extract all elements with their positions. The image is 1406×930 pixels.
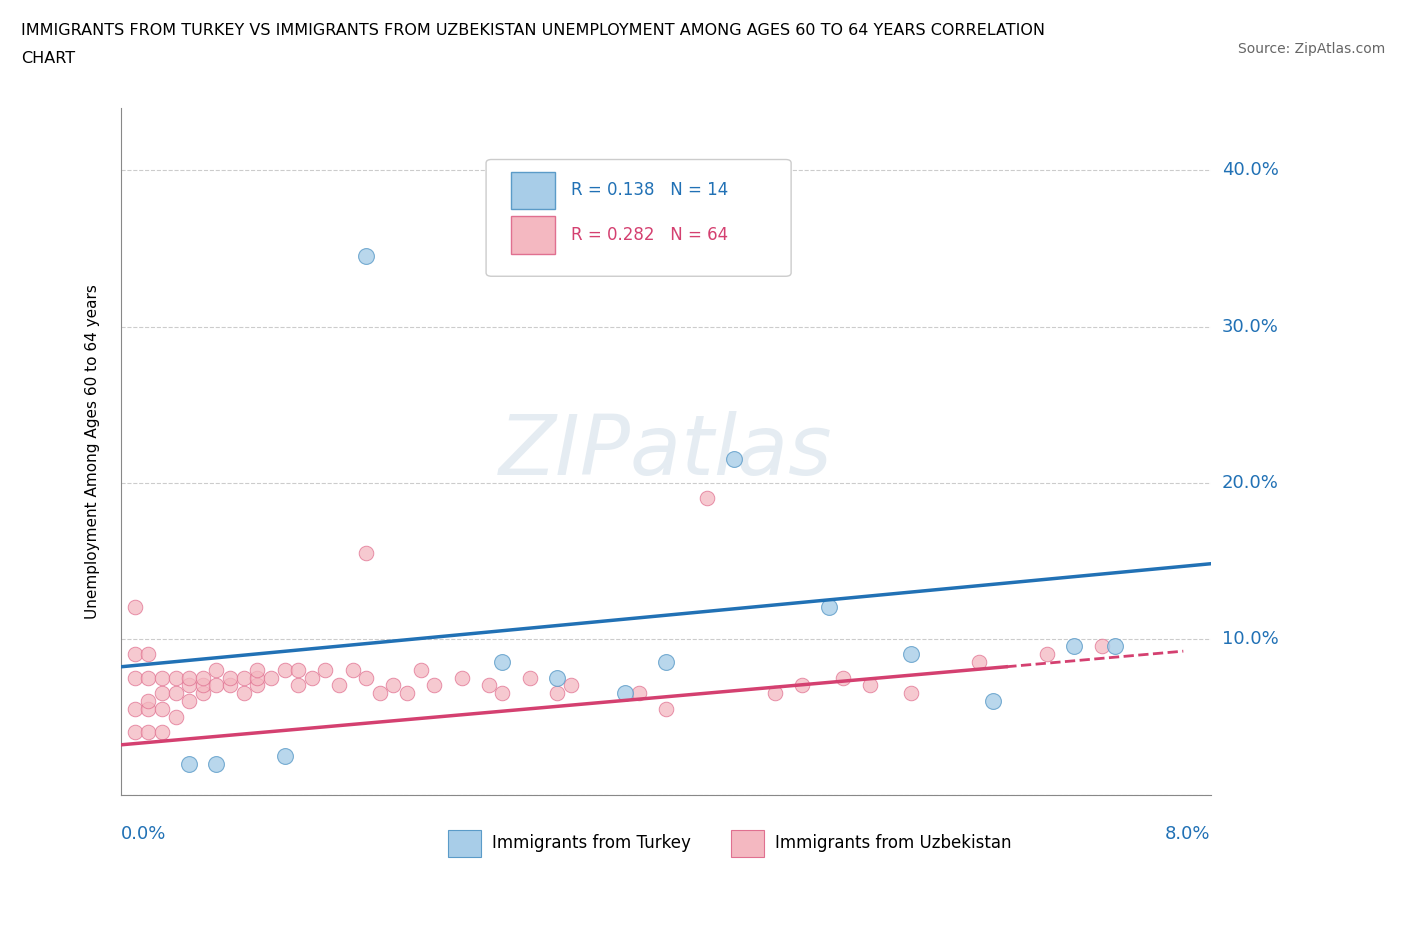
Point [124,701,146,716]
Point [165,685,187,700]
Point [150,724,173,739]
Point [124,724,146,739]
Text: ZIPatlas: ZIPatlas [499,411,832,492]
Point [138,647,160,662]
Point [124,647,146,662]
Point [124,600,146,615]
Point [301,671,323,685]
Point [1090,639,1112,654]
Point [138,724,160,739]
FancyBboxPatch shape [449,830,481,857]
Point [831,671,853,685]
Point [354,671,377,685]
Point [138,694,160,709]
FancyBboxPatch shape [731,830,763,857]
Text: Immigrants from Uzbekistan: Immigrants from Uzbekistan [775,834,1011,852]
Point [614,685,637,700]
Point [219,671,242,685]
Point [354,545,377,560]
Point [396,685,419,700]
Point [859,678,882,693]
Text: R = 0.282   N = 64: R = 0.282 N = 64 [571,226,728,244]
Point [627,685,650,700]
FancyBboxPatch shape [486,160,792,276]
Point [423,678,446,693]
Point [382,678,405,693]
Point [205,678,228,693]
Text: CHART: CHART [21,51,75,66]
Point [981,694,1004,709]
Point [450,671,472,685]
Point [723,452,745,467]
Point [967,655,990,670]
Point [342,662,364,677]
FancyBboxPatch shape [512,216,555,254]
Point [655,701,678,716]
Text: R = 0.138   N = 14: R = 0.138 N = 14 [571,181,728,199]
Text: 8.0%: 8.0% [1166,825,1211,844]
Point [165,671,187,685]
Point [900,685,922,700]
Point [150,701,173,716]
Point [368,685,391,700]
Point [191,678,214,693]
Point [165,710,187,724]
Point [655,655,678,670]
Point [491,655,513,670]
Point [191,685,214,700]
Point [232,671,254,685]
Point [287,678,309,693]
Point [205,756,228,771]
Point [260,671,283,685]
Point [246,662,269,677]
Y-axis label: Unemployment Among Ages 60 to 64 years: Unemployment Among Ages 60 to 64 years [86,284,100,618]
Point [546,671,568,685]
Point [354,249,377,264]
Point [900,647,922,662]
Text: 0.0%: 0.0% [121,825,166,844]
Point [179,678,201,693]
Point [314,662,336,677]
Point [273,749,295,764]
Point [138,671,160,685]
Point [763,685,786,700]
Point [150,671,173,685]
Point [179,671,201,685]
Point [818,600,841,615]
Text: 40.0%: 40.0% [1222,162,1278,179]
Point [246,671,269,685]
Point [191,671,214,685]
Point [1104,639,1126,654]
Point [1063,639,1085,654]
Point [790,678,813,693]
Point [219,678,242,693]
Point [179,694,201,709]
Point [273,662,295,677]
Point [328,678,350,693]
Point [478,678,501,693]
Text: Source: ZipAtlas.com: Source: ZipAtlas.com [1237,42,1385,56]
Point [205,662,228,677]
Point [546,685,568,700]
Text: 20.0%: 20.0% [1222,473,1278,492]
Point [150,685,173,700]
FancyBboxPatch shape [512,171,555,209]
Point [560,678,582,693]
Point [232,685,254,700]
Point [519,671,541,685]
Point [696,491,718,506]
Point [409,662,432,677]
Point [1036,647,1059,662]
Point [179,756,201,771]
Text: IMMIGRANTS FROM TURKEY VS IMMIGRANTS FROM UZBEKISTAN UNEMPLOYMENT AMONG AGES 60 : IMMIGRANTS FROM TURKEY VS IMMIGRANTS FRO… [21,23,1045,38]
Point [124,671,146,685]
Point [287,662,309,677]
Text: 30.0%: 30.0% [1222,317,1278,336]
Text: Immigrants from Turkey: Immigrants from Turkey [492,834,690,852]
Text: 10.0%: 10.0% [1222,630,1278,647]
Point [491,685,513,700]
Point [138,701,160,716]
Point [246,678,269,693]
